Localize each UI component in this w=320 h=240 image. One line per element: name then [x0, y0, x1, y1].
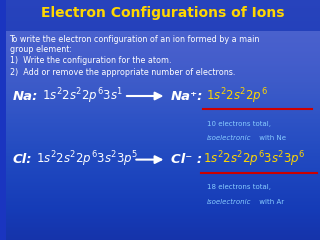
Text: 18 electrons total,: 18 electrons total,: [207, 184, 271, 190]
Text: with Ne: with Ne: [257, 135, 286, 141]
Text: Cl⁻ :: Cl⁻ :: [171, 153, 202, 166]
Text: Cl:: Cl:: [13, 153, 32, 166]
Bar: [6, 0, 320, 31]
Text: Electron Configurations of Ions: Electron Configurations of Ions: [42, 6, 285, 20]
Text: Na:: Na:: [13, 90, 38, 102]
Text: $1s^{2}2s^{2}2p^{6}3s^{2}3p^{5}$: $1s^{2}2s^{2}2p^{6}3s^{2}3p^{5}$: [36, 150, 139, 169]
Text: $1s^{2}2s^{2}2p^{6}3s^{2}3p^{6}$: $1s^{2}2s^{2}2p^{6}3s^{2}3p^{6}$: [203, 150, 306, 169]
Text: 1)  Write the configuration for the atom.: 1) Write the configuration for the atom.: [10, 56, 171, 66]
Text: isoelectronic: isoelectronic: [207, 135, 252, 141]
Text: To write the electron configuration of an ion formed by a main
group element:: To write the electron configuration of a…: [10, 35, 260, 54]
Text: Na⁺:: Na⁺:: [171, 90, 204, 102]
Text: 2)  Add or remove the appropriate number of electrons.: 2) Add or remove the appropriate number …: [10, 68, 235, 77]
Text: $1s^{2}2s^{2}2p^{6}3s^{1}$: $1s^{2}2s^{2}2p^{6}3s^{1}$: [43, 86, 124, 106]
Text: 10 electrons total,: 10 electrons total,: [207, 121, 271, 127]
Text: with Ar: with Ar: [257, 199, 284, 205]
Text: isoelectronic: isoelectronic: [207, 199, 252, 205]
Text: $1s^{2}2s^{2}2p^{6}$: $1s^{2}2s^{2}2p^{6}$: [205, 86, 267, 106]
